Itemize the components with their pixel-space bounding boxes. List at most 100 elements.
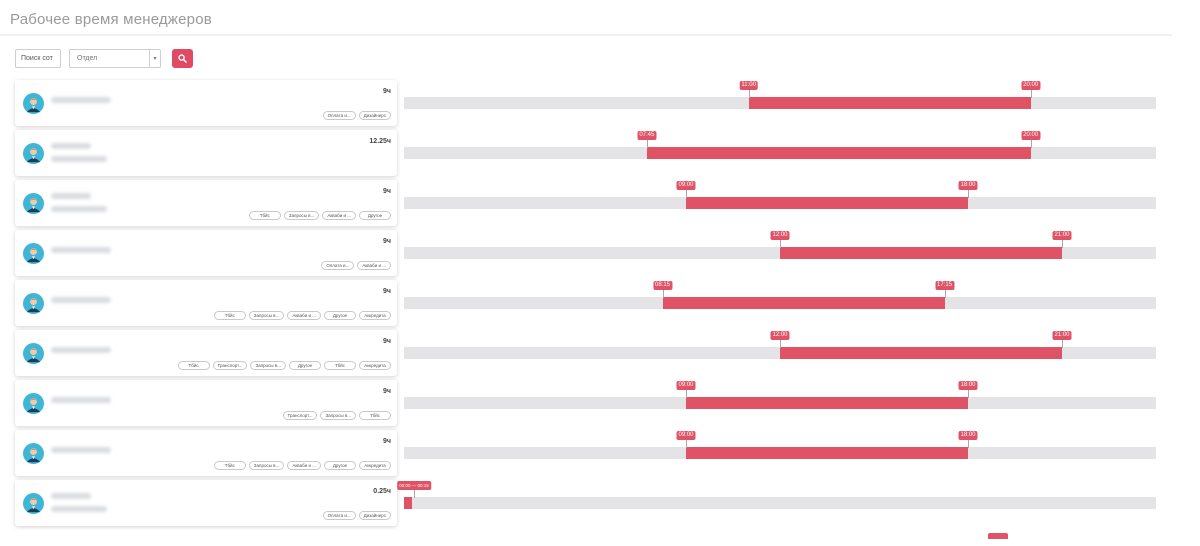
manager-card[interactable]: 12.25ч [15, 130, 397, 176]
avatar [23, 443, 44, 464]
tag-list: Тбйс Запросы в... Акваби и ... Другое Аккред… [213, 461, 391, 470]
category-tag[interactable]: Другое [324, 461, 356, 470]
manager-name-blurred [51, 447, 111, 453]
avatar [23, 193, 44, 214]
category-tag[interactable]: Оплата и... [321, 261, 355, 270]
category-tag[interactable]: Акваби и ... [287, 311, 321, 320]
category-tag[interactable]: Тбйс [177, 361, 210, 370]
manager-card[interactable]: 9ч Тбйс Запросы в... Акваби и ... Другое Аккр… [15, 280, 397, 326]
category-tag[interactable]: Другое [324, 311, 356, 320]
avatar [23, 243, 44, 264]
category-tag[interactable]: Запросы в... [320, 411, 356, 420]
start-time-tick [414, 488, 415, 498]
work-interval-bar[interactable] [686, 397, 968, 409]
category-tag[interactable]: Тбйс [248, 211, 281, 220]
work-interval-bar[interactable] [646, 147, 1031, 159]
manager-card[interactable]: 9ч Оплата и... Акваби и ... [15, 230, 397, 276]
start-time-label: 08:15 [652, 281, 673, 290]
manager-row: 9ч Оплата и... Акваби и ... 12:00 21:00 [0, 230, 1200, 276]
search-icon [178, 54, 187, 63]
end-time-label: 18:00 [958, 181, 978, 190]
category-tag[interactable]: Акваби и ... [287, 461, 321, 470]
hours-total: 9ч [383, 188, 391, 195]
tag-list: Транспорт... Запросы в... Тбйс [282, 411, 391, 420]
category-tag[interactable]: Аккредита [359, 461, 391, 470]
category-tag[interactable]: Запросы в... [248, 311, 285, 320]
end-time-label: 20:00 [1021, 131, 1041, 140]
work-interval-bar[interactable] [686, 197, 968, 209]
hours-total: 9ч [383, 288, 391, 295]
end-time-label: 18:00 [958, 431, 978, 440]
manager-card[interactable]: 0.25ч Оплата и... Дизайнерс [15, 480, 397, 526]
department-select[interactable]: Отдел ▾ [69, 49, 161, 68]
start-time-label: 09:00 [676, 431, 696, 440]
timeline-track [404, 497, 1156, 509]
start-time-tick [646, 138, 648, 148]
category-tag[interactable]: Запросы в... [250, 361, 286, 370]
employee-search-input[interactable]: Поиск сот [15, 49, 61, 68]
tag-list: Тбйс Транспорт... Запросы в... Другое Тбйс Ак… [177, 361, 391, 370]
start-time-label: 12:00 [770, 231, 790, 240]
end-time-tick [944, 288, 946, 298]
category-tag[interactable]: Запросы в... [248, 461, 285, 470]
category-tag[interactable]: Акваби и ... [322, 211, 356, 220]
search-button[interactable] [172, 49, 193, 68]
manager-card[interactable]: 9ч Оплата и... Дизайнерс [15, 80, 397, 126]
manager-card[interactable]: 9ч Транспорт... Запросы в... Тбйс [15, 380, 397, 426]
avatar [23, 393, 44, 414]
manager-card[interactable]: 9ч Тбйс Транспорт... Запросы в... Другое Тбйс… [15, 330, 397, 376]
manager-subtitle-blurred [51, 206, 107, 212]
manager-name-blurred [51, 143, 91, 149]
category-tag[interactable]: Другое [289, 361, 321, 370]
end-time-label: 21:00 [1052, 231, 1072, 240]
work-interval-bar[interactable] [662, 297, 945, 309]
work-interval-bar[interactable] [686, 447, 968, 459]
manager-card[interactable]: 9ч Тбйс Запросы в... Акваби и ... Другое [15, 180, 397, 226]
avatar [23, 143, 44, 164]
manager-subtitle-blurred [51, 156, 107, 162]
title-divider [0, 34, 1172, 36]
category-tag[interactable]: Тбйс [324, 361, 356, 370]
category-tag[interactable]: Тбйс [213, 311, 246, 320]
end-time-label: 21:00 [1052, 331, 1072, 340]
start-time-label: 00:00 — 00:15 [397, 481, 431, 490]
start-time-tick [686, 388, 687, 398]
category-tag[interactable]: Аккредита [359, 311, 391, 320]
manager-name-blurred [51, 247, 111, 253]
start-time-label: 07:45 [637, 131, 657, 140]
hours-total: 9ч [383, 438, 391, 445]
start-time-label: 12:00 [770, 331, 790, 340]
manager-card[interactable]: 9ч Тбйс Запросы в... Акваби и ... Другое Аккр… [15, 430, 397, 476]
page-title: Рабочее время менеджеров [10, 11, 212, 28]
category-tag[interactable]: Тбйс [213, 461, 246, 470]
hours-total: 9ч [383, 238, 391, 245]
filter-bar: Поиск сот Отдел ▾ [15, 49, 193, 68]
work-interval-bar[interactable] [748, 97, 1031, 109]
category-tag[interactable]: Акваби и ... [357, 261, 391, 270]
manager-row: 9ч Тбйс Транспорт... Запросы в... Другое Тбйс… [0, 330, 1200, 376]
category-tag[interactable]: Оплата и... [322, 511, 356, 520]
category-tag[interactable]: Тбйс [359, 411, 391, 420]
manager-row: 9ч Тбйс Запросы в... Акваби и ... Другое Аккр… [0, 280, 1200, 326]
category-tag[interactable]: Транспорт... [282, 411, 318, 420]
chevron-down-icon[interactable]: ▾ [149, 50, 160, 67]
category-tag[interactable]: Транспорт... [212, 361, 248, 370]
work-interval-bar[interactable] [780, 347, 1062, 359]
manager-row: 9ч Транспорт... Запросы в... Тбйс 09:00 18:00 [0, 380, 1200, 426]
category-tag[interactable]: Другое [359, 211, 391, 220]
hours-total: 9ч [383, 338, 391, 345]
time-marker-partial [988, 533, 1008, 539]
category-tag[interactable]: Дизайнерс [358, 111, 391, 120]
category-tag[interactable]: Оплата и... [322, 111, 356, 120]
start-time-tick [780, 338, 781, 348]
manager-name-blurred [51, 193, 91, 199]
start-time-label: 09:00 [676, 381, 696, 390]
category-tag[interactable]: Дизайнерс [358, 511, 391, 520]
work-interval-bar[interactable] [404, 497, 412, 509]
work-interval-bar[interactable] [780, 247, 1062, 259]
end-time-tick [968, 188, 969, 198]
category-tag[interactable]: Запросы в... [283, 211, 320, 220]
hours-total: 9ч [383, 88, 391, 95]
manager-row: 9ч Тбйс Запросы в... Акваби и ... Другое Аккр… [0, 430, 1200, 476]
category-tag[interactable]: Аккредита [359, 361, 391, 370]
